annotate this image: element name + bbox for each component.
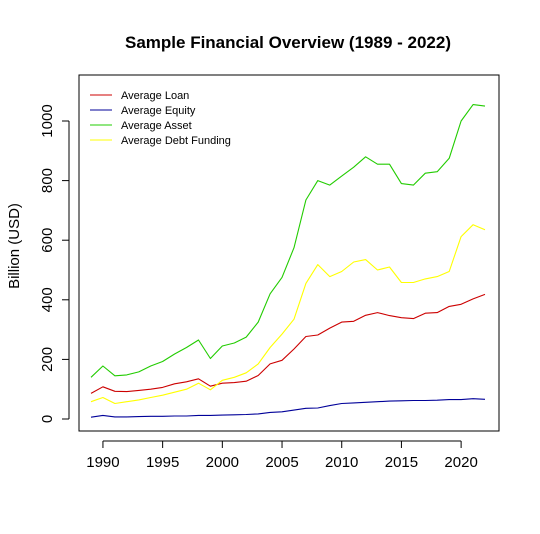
series-line-average-debt-funding: [90, 224, 486, 405]
y-tick-label: 800: [39, 168, 56, 193]
legend-label: Average Debt Funding: [121, 135, 231, 147]
chart-title: Sample Financial Overview (1989 - 2022): [125, 33, 451, 52]
y-tick-label: 600: [39, 228, 56, 253]
legend: Average Loan Average Equity Average Asset A…: [90, 90, 231, 147]
x-tick-label: 2010: [325, 454, 358, 471]
x-tick-label: 2020: [444, 454, 477, 471]
series-lines: [90, 104, 486, 418]
x-tick-label: 2015: [385, 454, 418, 471]
y-axis: 0 200 400 600 800 1000: [39, 104, 70, 423]
x-axis: 1990 1995 2000 2005 2010 2015 2020: [86, 440, 478, 471]
x-tick-label: 1990: [86, 454, 119, 471]
y-tick-label: 200: [39, 347, 56, 372]
x-tick-label: 2005: [265, 454, 298, 471]
y-tick-label: 0: [39, 415, 56, 423]
y-axis-label: Billion (USD): [6, 203, 23, 289]
legend-label: Average Asset: [121, 120, 192, 132]
x-tick-label: 2000: [206, 454, 239, 471]
series-line-average-asset: [90, 104, 486, 378]
legend-label: Average Loan: [121, 90, 189, 102]
plot-frame: [78, 74, 500, 432]
y-tick-label: 1000: [39, 104, 56, 137]
legend-label: Average Equity: [121, 105, 196, 117]
x-tick-label: 1995: [146, 454, 179, 471]
series-line-average-equity: [90, 398, 486, 418]
y-tick-label: 400: [39, 287, 56, 312]
series-line-average-loan: [90, 293, 486, 394]
